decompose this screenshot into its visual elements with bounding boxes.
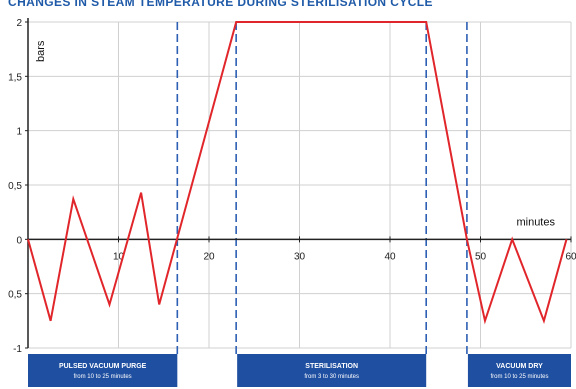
- y-tick-label: 1,5: [8, 72, 22, 83]
- x-tick-label: 20: [203, 251, 215, 262]
- y-tick-label: 1: [16, 127, 22, 138]
- y-tick-label: 0: [16, 235, 22, 246]
- header-strip: CHANGES IN STEAM TEMPERATURE DURING STER…: [0, 0, 576, 14]
- axis-layer: [25, 18, 572, 349]
- phase-box: [467, 354, 571, 387]
- phase-boundary-lines: [176, 22, 468, 356]
- x-tick-label: 10: [113, 251, 125, 262]
- tick-labels: 2 1,5 1 0,5 0 0,5 -1 10 20 30 40 50 60 bars minutes: [8, 18, 576, 355]
- phase-subtitle: from 10 to 25 minutes: [74, 374, 132, 380]
- series-layer: [27, 21, 568, 325]
- pressure-line: [27, 21, 568, 325]
- y-axis-label: bars: [35, 40, 47, 62]
- x-tick-label: 30: [294, 251, 306, 262]
- y-tick-label: 0,5: [8, 181, 22, 192]
- phase-title: STERILISATION: [305, 363, 358, 370]
- y-tick-label: 2: [16, 18, 22, 29]
- x-tick-label: 60: [565, 251, 576, 262]
- x-axis-label: minutes: [516, 216, 555, 228]
- grid-layer: [28, 21, 572, 349]
- x-tick-label: 40: [384, 251, 396, 262]
- phase-title: VACUUM DRY: [496, 363, 543, 370]
- phase-boxes: PULSED VACUUM PURGE from 10 to 25 minutes…: [28, 354, 571, 387]
- phase-box: [28, 354, 178, 387]
- y-tick-label: -1: [13, 344, 22, 355]
- phase-title: PULSED VACUUM PURGE: [59, 363, 147, 370]
- phase-box: [237, 354, 427, 387]
- x-tick-label: 50: [475, 251, 487, 262]
- phase-subtitle: from 10 to 25 minutes: [490, 374, 548, 380]
- header-strip-text: CHANGES IN STEAM TEMPERATURE DURING STER…: [8, 0, 433, 9]
- y-tick-label: 0,5: [8, 290, 22, 301]
- phase-subtitle: from 3 to 30 minutes: [304, 374, 359, 380]
